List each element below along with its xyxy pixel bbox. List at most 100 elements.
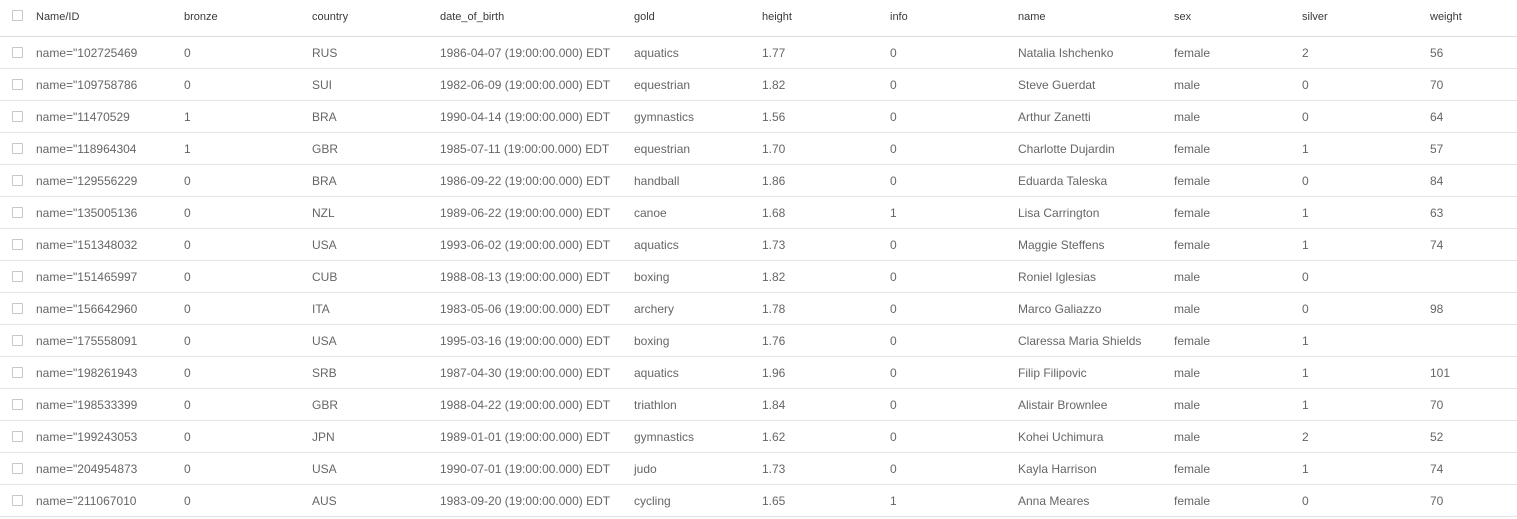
cell-country: SRB xyxy=(312,365,337,380)
column-header-name-id[interactable]: Name/ID xyxy=(36,10,80,23)
row-checkbox[interactable] xyxy=(12,46,23,58)
cell-country: NZL xyxy=(312,205,335,220)
cell-date-of-birth: 1988-08-13 (19:00:00.000) EDT xyxy=(440,269,611,284)
cell-name-id: name="199243053 xyxy=(36,429,138,444)
cell-height: 1.70 xyxy=(762,141,786,156)
cell-height: 1.77 xyxy=(762,45,786,60)
cell-country: USA xyxy=(312,461,337,476)
table-row[interactable]: name="129556229 0 BRA 1986-09-22 (19:00:00.… xyxy=(0,165,1517,197)
cell-gold: gymnastics xyxy=(634,109,695,124)
cell-height: 1.84 xyxy=(762,397,786,412)
cell-name: Marco Galiazzo xyxy=(1018,301,1102,316)
cell-info: 0 xyxy=(890,365,897,380)
cell-name: Eduarda Taleska xyxy=(1018,173,1108,188)
row-checkbox[interactable] xyxy=(12,206,23,218)
row-checkbox[interactable] xyxy=(12,462,23,474)
cell-gold: handball xyxy=(634,173,680,188)
cell-info: 0 xyxy=(890,429,897,444)
cell-name-id: name="198261943 xyxy=(36,365,138,380)
column-header-sex[interactable]: sex xyxy=(1174,10,1192,23)
cell-date-of-birth: 1993-06-02 (19:00:00.000) EDT xyxy=(440,237,611,252)
cell-bronze: 0 xyxy=(184,173,191,188)
row-checkbox[interactable] xyxy=(12,302,23,314)
cell-bronze: 1 xyxy=(184,109,191,124)
cell-silver: 1 xyxy=(1302,141,1309,156)
cell-name: Charlotte Dujardin xyxy=(1018,141,1115,156)
row-checkbox[interactable] xyxy=(12,334,23,346)
cell-info: 0 xyxy=(890,45,897,60)
cell-height: 1.82 xyxy=(762,269,786,284)
column-header-height[interactable]: height xyxy=(762,10,792,23)
row-checkbox[interactable] xyxy=(12,430,23,442)
cell-info: 0 xyxy=(890,397,897,412)
cell-bronze: 0 xyxy=(184,301,191,316)
cell-country: AUS xyxy=(312,493,337,508)
row-checkbox[interactable] xyxy=(12,142,23,154)
row-checkbox[interactable] xyxy=(12,270,23,282)
row-checkbox[interactable] xyxy=(12,174,23,186)
column-header-country[interactable]: country xyxy=(312,10,349,23)
cell-name-id: name="175558091 xyxy=(36,333,138,348)
table-row[interactable]: name="204954873 0 USA 1990-07-01 (19:00:00.… xyxy=(0,453,1517,485)
row-checkbox[interactable] xyxy=(12,366,23,378)
cell-date-of-birth: 1989-01-01 (19:00:00.000) EDT xyxy=(440,429,611,444)
column-header-weight[interactable]: weight xyxy=(1430,10,1462,23)
column-header-bronze[interactable]: bronze xyxy=(184,10,218,23)
row-checkbox[interactable] xyxy=(12,110,23,122)
table-row[interactable]: name="199243053 0 JPN 1989-01-01 (19:00:00.… xyxy=(0,421,1517,453)
table-row[interactable]: name="135005136 0 NZL 1989-06-22 (19:00:00.… xyxy=(0,197,1517,229)
cell-country: GBR xyxy=(312,397,339,412)
cell-silver: 1 xyxy=(1302,365,1309,380)
row-checkbox[interactable] xyxy=(12,78,23,90)
table-row[interactable]: name="118964304 1 GBR 1985-07-11 (19:00:00.… xyxy=(0,133,1517,165)
cell-country: BRA xyxy=(312,173,337,188)
cell-sex: female xyxy=(1174,461,1211,476)
column-header-name[interactable]: name xyxy=(1018,10,1046,23)
table-row[interactable]: name="198261943 0 SRB 1987-04-30 (19:00:00.… xyxy=(0,357,1517,389)
row-checkbox[interactable] xyxy=(12,398,23,410)
cell-name: Kayla Harrison xyxy=(1018,461,1097,476)
cell-bronze: 0 xyxy=(184,365,191,380)
table-row[interactable]: name="11470529 1 BRA 1990-04-14 (19:00:00.0… xyxy=(0,101,1517,133)
cell-height: 1.56 xyxy=(762,109,786,124)
column-header-silver[interactable]: silver xyxy=(1302,10,1328,23)
cell-gold: aquatics xyxy=(634,365,679,380)
cell-gold: cycling xyxy=(634,493,671,508)
cell-height: 1.65 xyxy=(762,493,786,508)
table-row[interactable]: name="211067010 0 AUS 1983-09-20 (19:00:00.… xyxy=(0,485,1517,517)
row-checkbox[interactable] xyxy=(12,494,23,506)
cell-gold: archery xyxy=(634,301,675,316)
cell-name: Maggie Steffens xyxy=(1018,237,1105,252)
select-all-checkbox[interactable] xyxy=(12,10,23,21)
table-row[interactable]: name="156642960 0 ITA 1983-05-06 (19:00:00.… xyxy=(0,293,1517,325)
cell-weight: 84 xyxy=(1430,173,1444,188)
cell-name-id: name="109758786 xyxy=(36,77,138,92)
cell-date-of-birth: 1990-04-14 (19:00:00.000) EDT xyxy=(440,109,611,124)
cell-gold: boxing xyxy=(634,333,670,348)
cell-silver: 0 xyxy=(1302,269,1309,284)
table-body: name="102725469 0 RUS 1986-04-07 (19:00:00.… xyxy=(0,37,1517,517)
cell-info: 0 xyxy=(890,141,897,156)
cell-info: 0 xyxy=(890,301,897,316)
cell-country: JPN xyxy=(312,429,335,444)
table-row[interactable]: name="151348032 0 USA 1993-06-02 (19:00:00.… xyxy=(0,229,1517,261)
cell-name: Kohei Uchimura xyxy=(1018,429,1104,444)
table-row[interactable]: name="175558091 0 USA 1995-03-16 (19:00:00.… xyxy=(0,325,1517,357)
table-row[interactable]: name="198533399 0 GBR 1988-04-22 (19:00:00.… xyxy=(0,389,1517,421)
cell-silver: 2 xyxy=(1302,45,1309,60)
column-header-date-of-birth[interactable]: date_of_birth xyxy=(440,10,505,23)
cell-gold: equestrian xyxy=(634,77,691,92)
cell-sex: male xyxy=(1174,109,1201,124)
cell-name-id: name="211067010 xyxy=(36,493,137,508)
column-header-info[interactable]: info xyxy=(890,10,908,23)
row-checkbox[interactable] xyxy=(12,238,23,250)
cell-country: SUI xyxy=(312,77,333,92)
table-row[interactable]: name="102725469 0 RUS 1986-04-07 (19:00:00.… xyxy=(0,37,1517,69)
cell-date-of-birth: 1986-04-07 (19:00:00.000) EDT xyxy=(440,45,611,60)
table-row[interactable]: name="109758786 0 SUI 1982-06-09 (19:00:00.… xyxy=(0,69,1517,101)
cell-bronze: 0 xyxy=(184,237,191,252)
cell-sex: female xyxy=(1174,141,1211,156)
table-row[interactable]: name="151465997 0 CUB 1988-08-13 (19:00:00.… xyxy=(0,261,1517,293)
column-header-gold[interactable]: gold xyxy=(634,10,655,23)
